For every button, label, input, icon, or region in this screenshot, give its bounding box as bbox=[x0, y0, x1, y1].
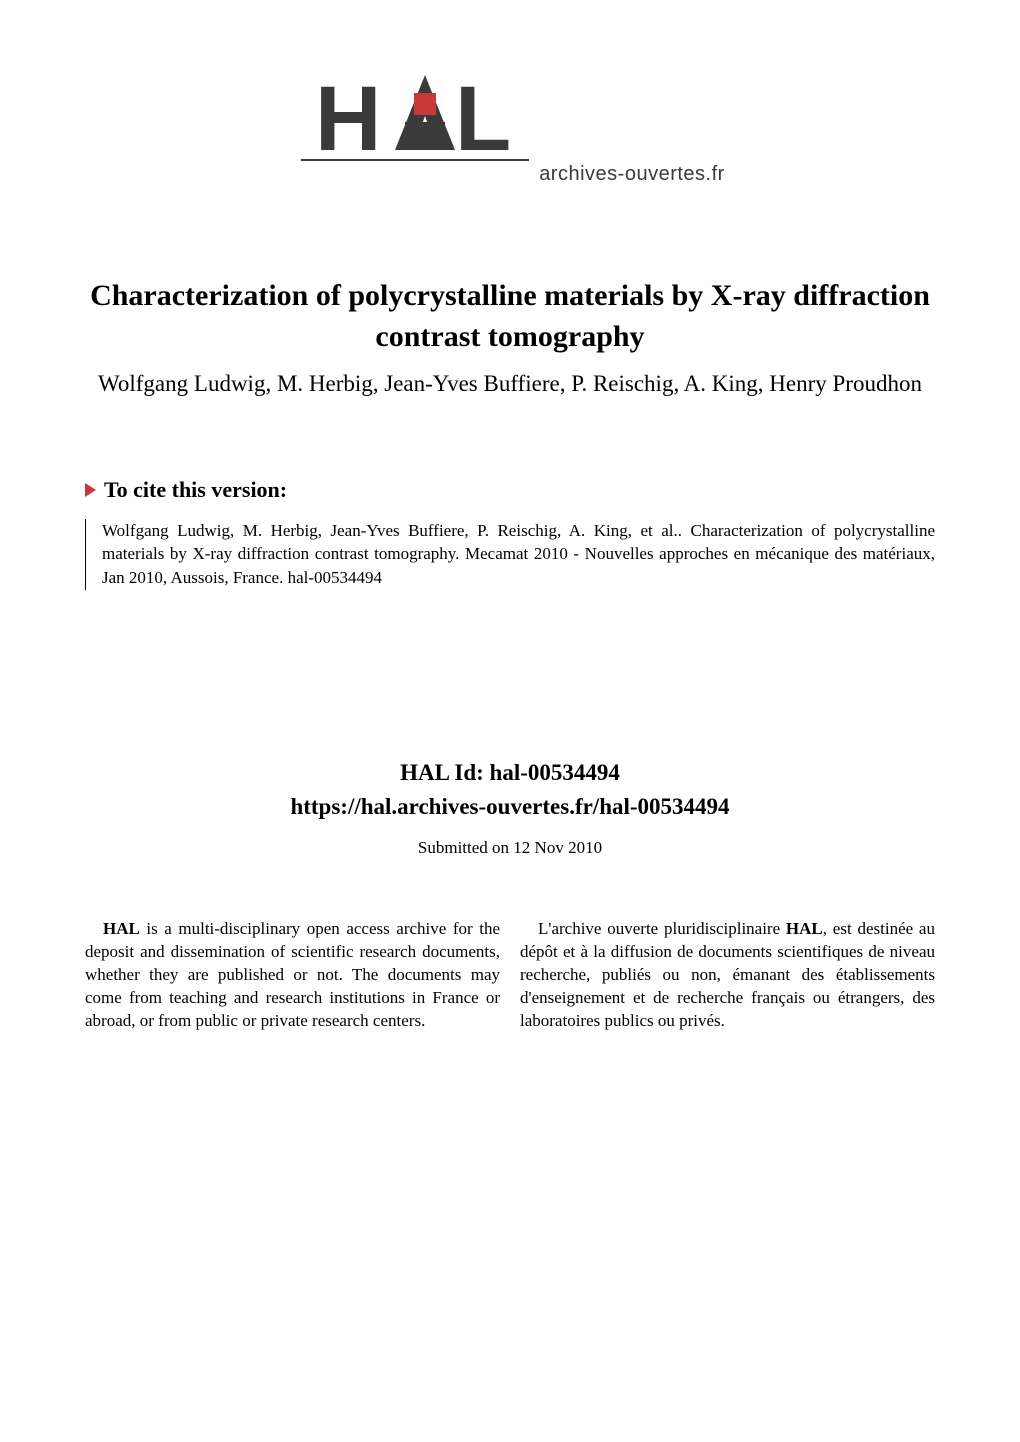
paper-title: Characterization of polycrystalline mate… bbox=[85, 276, 935, 357]
hal-id: HAL Id: hal-00534494 bbox=[85, 760, 935, 786]
cite-heading: To cite this version: bbox=[85, 477, 935, 503]
desc-fr-start: L'archive ouverte pluridisciplinaire bbox=[538, 919, 786, 938]
cite-section: To cite this version: Wolfgang Ludwig, M… bbox=[85, 477, 935, 590]
hal-bold-en: HAL bbox=[103, 919, 140, 938]
citation-body: Wolfgang Ludwig, M. Herbig, Jean-Yves Bu… bbox=[85, 519, 935, 590]
hal-url: https://hal.archives-ouvertes.fr/hal-005… bbox=[85, 794, 935, 820]
hal-bold-fr: HAL bbox=[786, 919, 823, 938]
description-columns: HAL is a multi-disciplinary open access … bbox=[85, 918, 935, 1033]
description-french: L'archive ouverte pluridisciplinaire HAL… bbox=[520, 918, 935, 1033]
svg-text:L: L bbox=[455, 68, 511, 170]
desc-en-text: is a multi-disciplinary open access arch… bbox=[85, 919, 500, 1030]
description-english: HAL is a multi-disciplinary open access … bbox=[85, 918, 500, 1033]
submitted-date: Submitted on 12 Nov 2010 bbox=[85, 838, 935, 858]
logo-subtitle: archives-ouvertes.fr bbox=[539, 159, 725, 186]
paper-authors: Wolfgang Ludwig, M. Herbig, Jean-Yves Bu… bbox=[85, 367, 935, 402]
hal-logo-container: H L archives-ouvertes.fr bbox=[85, 60, 935, 186]
triangle-icon bbox=[85, 483, 96, 497]
title-block: Characterization of polycrystalline mate… bbox=[85, 276, 935, 402]
hal-logo-svg: H L bbox=[295, 60, 535, 180]
cite-heading-text: To cite this version: bbox=[104, 477, 287, 503]
hal-logo: H L archives-ouvertes.fr bbox=[295, 60, 725, 186]
svg-text:H: H bbox=[315, 68, 381, 170]
hal-id-block: HAL Id: hal-00534494 https://hal.archive… bbox=[85, 760, 935, 820]
